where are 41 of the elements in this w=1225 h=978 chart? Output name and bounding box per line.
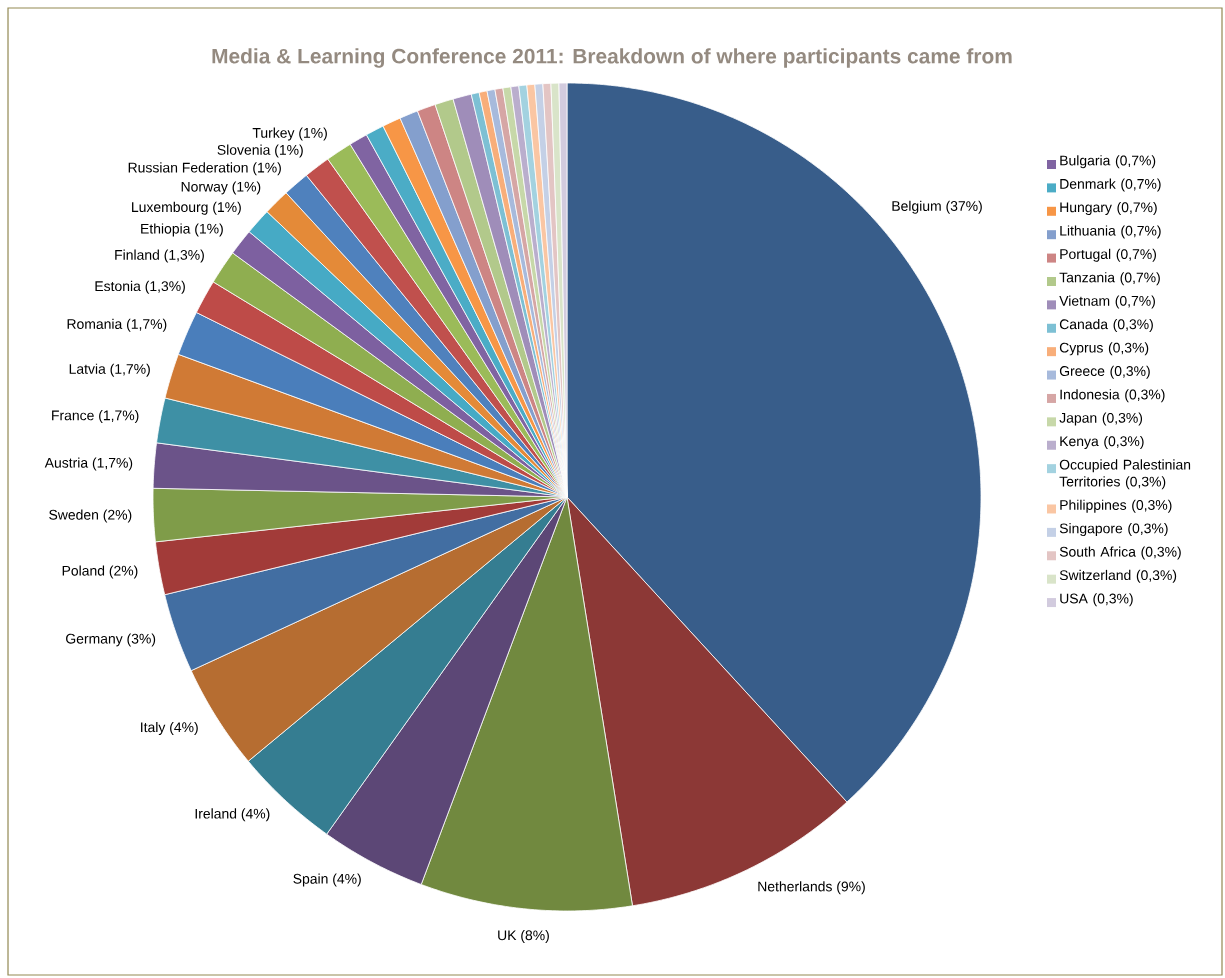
legend-label: Hungary (0,7%) xyxy=(1060,201,1157,215)
data-label: Italy (4%) xyxy=(141,721,198,735)
data-label: Spain (4%) xyxy=(293,873,361,887)
data-label: Germany (3%) xyxy=(66,633,156,647)
data-label: Finland (1,3%) xyxy=(115,249,204,263)
legend-label: Philippines (0,3%) xyxy=(1060,499,1172,513)
legend-label: Denmark (0,7%) xyxy=(1060,178,1161,192)
legend-label: Lithuania (0,7%) xyxy=(1060,225,1161,239)
data-label: Russian Federation (1%) xyxy=(128,162,281,176)
data-label: Sweden (2%) xyxy=(49,509,132,523)
legend-label: South Africa (0,3%) xyxy=(1059,546,1181,560)
data-label: Turkey (1%) xyxy=(252,127,327,141)
data-label: Latvia (1,7%) xyxy=(69,363,150,377)
legend-label: Vietnam (0,7%) xyxy=(1059,295,1155,309)
legend-label: Portugal (0,7%) xyxy=(1060,248,1156,262)
legend-label: Indonesia (0,3%) xyxy=(1060,389,1165,403)
data-label: Estonia (1,3%) xyxy=(95,280,185,294)
legend-label: Singapore (0,3%) xyxy=(1059,523,1168,537)
data-label: Luxembourg (1%) xyxy=(132,201,241,215)
legend-label: Switzerland (0,3%) xyxy=(1059,569,1177,583)
data-label: Romania (1,7%) xyxy=(67,318,167,332)
data-label: Slovenia (1%) xyxy=(217,144,303,158)
data-label: France (1,7%) xyxy=(52,410,139,424)
data-label: Austria (1,7%) xyxy=(44,457,133,471)
legend-label: Occupied Palestinian Territories (0,3%) xyxy=(1059,459,1191,490)
legend-label: Greece (0,3%) xyxy=(1059,365,1150,379)
legend-label: Canada (0,3%) xyxy=(1059,318,1153,332)
legend-label: Tanzania (0,7%) xyxy=(1059,272,1160,286)
data-label: Poland (2%) xyxy=(62,565,138,579)
data-label: Norway (1%) xyxy=(181,181,261,195)
data-label: UK (8%) xyxy=(498,930,549,943)
legend-label: Japan (0,3%) xyxy=(1059,412,1143,426)
data-label: Belgium (37%) xyxy=(892,200,982,214)
legend-label: Kenya (0,3%) xyxy=(1060,435,1144,449)
legend-label: USA (0,3%) xyxy=(1060,593,1133,607)
legend-label: Cyprus (0,3%) xyxy=(1059,342,1149,356)
data-label: Ethiopia (1%) xyxy=(141,223,223,237)
data-label: Netherlands (9%) xyxy=(758,881,865,895)
chart-title: Media & Learning Conference 2011: Breakdown of where participants came from xyxy=(212,48,1012,68)
legend-label: Bulgaria (0,7%) xyxy=(1060,155,1156,169)
data-label: Ireland (4%) xyxy=(195,808,270,822)
